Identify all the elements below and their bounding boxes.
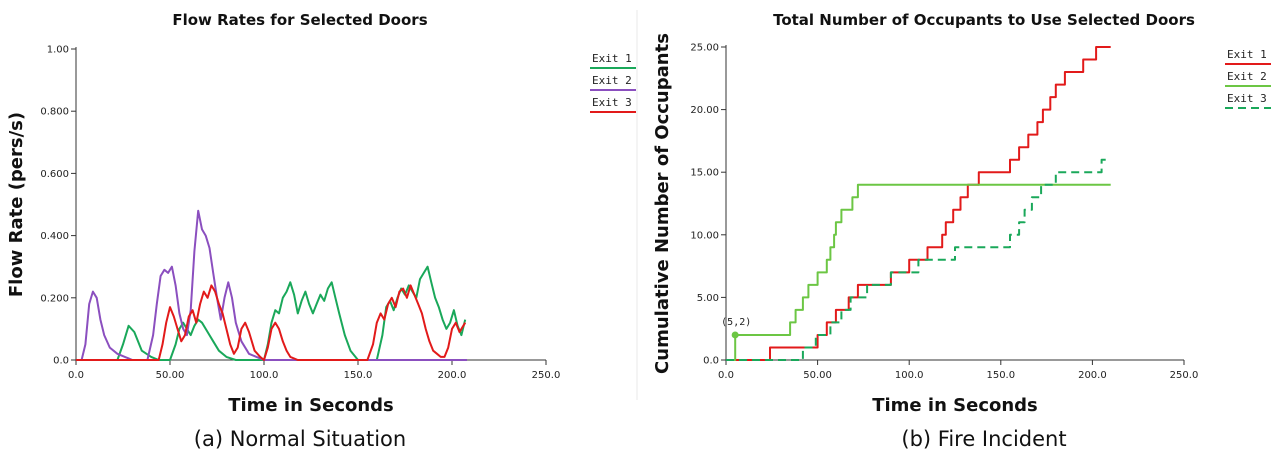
- y-tick-label: 0.400: [40, 231, 69, 242]
- y-axis-label: Cumulative Number of Occupants: [652, 33, 673, 374]
- y-tick-label: 0.0: [53, 356, 69, 367]
- series-line-exit-3: [726, 158, 1111, 361]
- legend-label: Exit 3: [592, 96, 632, 109]
- series-line-exit-1: [76, 265, 467, 361]
- x-axis-label: Time in Seconds: [872, 395, 1038, 416]
- chart-panel-2: Total Number of Occupants to Use Selecte…: [652, 11, 1271, 451]
- legend-label: Exit 1: [1227, 48, 1267, 61]
- x-tick-label: 100.0: [250, 370, 279, 381]
- y-tick-label: 1.00: [47, 45, 69, 56]
- x-tick-label: 0.0: [718, 370, 734, 381]
- legend-label: Exit 1: [592, 52, 632, 65]
- series-group: [76, 209, 467, 361]
- y-axis-label: Flow Rate (pers/s): [6, 112, 27, 297]
- x-tick-label: 250.0: [1170, 370, 1199, 381]
- y-tick-label: 0.200: [40, 293, 69, 304]
- x-tick-label: 250.0: [532, 370, 561, 381]
- chart-title: Flow Rates for Selected Doors: [172, 11, 427, 29]
- series-line-exit-2: [726, 183, 1111, 361]
- x-tick-label: 50.00: [803, 370, 832, 381]
- chart-panel-1: Flow Rates for Selected Doors 0.0 0.200 0.4…: [6, 11, 636, 451]
- annotation-marker: [731, 331, 739, 339]
- legend-label: Exit 3: [1227, 92, 1267, 105]
- x-tick-label: 150.0: [344, 370, 373, 381]
- y-tick-label: 0.800: [40, 107, 69, 118]
- x-tick-label: 200.0: [438, 370, 467, 381]
- y-tick-label: 15.00: [690, 168, 719, 179]
- annotation-label: (5,2): [721, 317, 751, 328]
- figure-caption: (a) Normal Situation: [194, 427, 406, 451]
- figure-caption: (b) Fire Incident: [901, 427, 1066, 451]
- legend-label: Exit 2: [592, 74, 632, 87]
- y-tick-label: 0.600: [40, 169, 69, 180]
- y-tick-label: 5.00: [697, 293, 719, 304]
- y-tick-label: 0.0: [703, 356, 719, 367]
- x-tick-label: 100.0: [895, 370, 924, 381]
- series-group: [726, 46, 1111, 361]
- series-line-exit-1: [726, 46, 1111, 361]
- x-tick-label: 150.0: [986, 370, 1015, 381]
- x-tick-label: 0.0: [68, 370, 84, 381]
- chart-title: Total Number of Occupants to Use Selecte…: [773, 11, 1195, 29]
- legend-label: Exit 2: [1227, 70, 1267, 83]
- x-tick-label: 200.0: [1078, 370, 1107, 381]
- y-tick-label: 25.00: [690, 43, 719, 54]
- y-tick-label: 20.00: [690, 105, 719, 116]
- x-axis-label: Time in Seconds: [228, 395, 394, 416]
- series-line-exit-3: [76, 284, 467, 361]
- y-tick-label: 10.00: [690, 230, 719, 241]
- x-tick-label: 50.00: [156, 370, 185, 381]
